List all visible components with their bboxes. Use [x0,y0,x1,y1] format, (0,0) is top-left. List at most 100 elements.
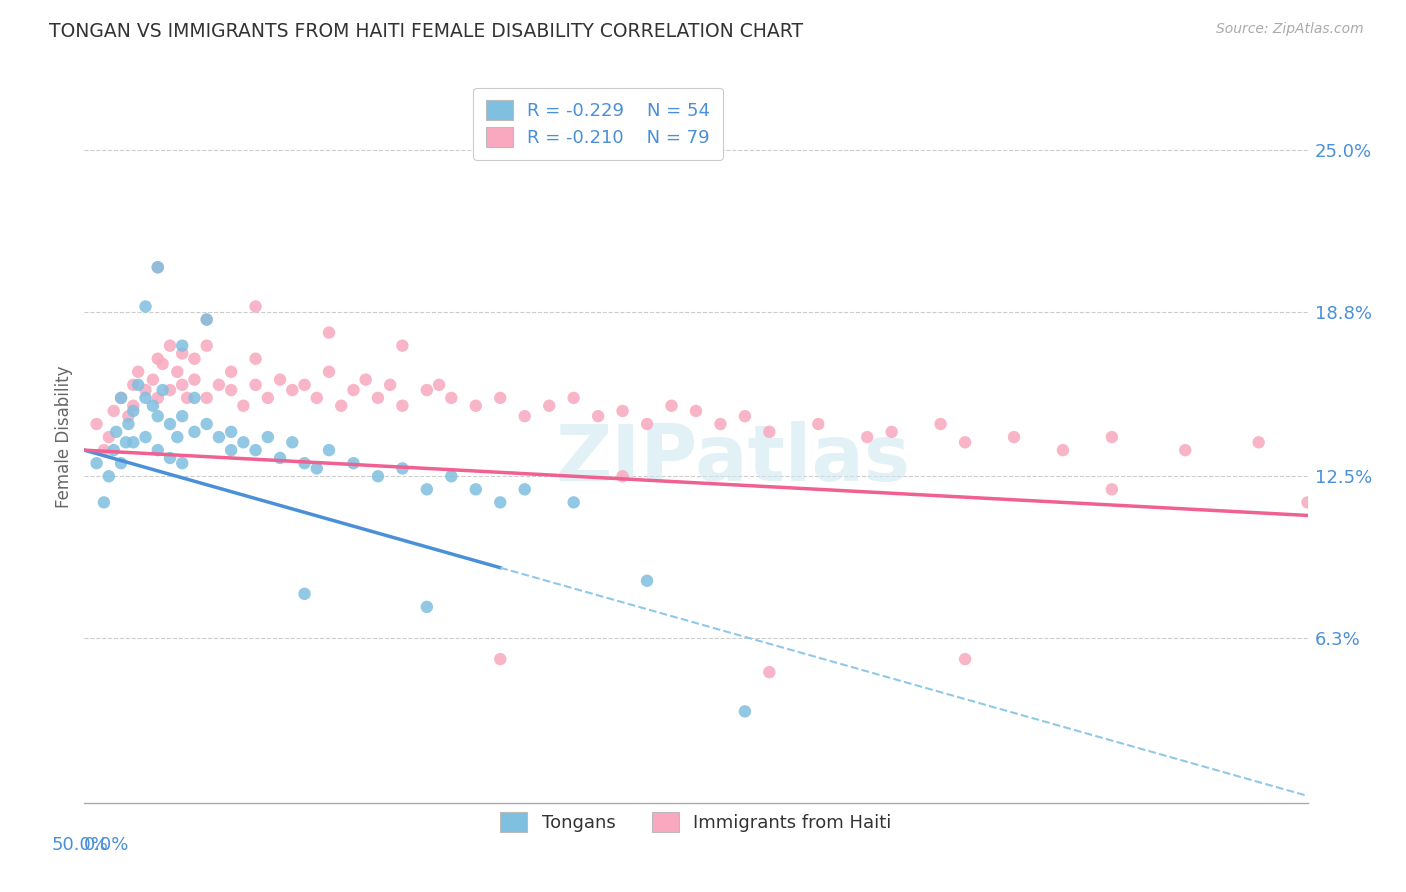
Point [103,404,125,418]
Point [183,351,205,366]
Point [122,435,145,450]
Text: 50.0%: 50.0% [52,836,108,854]
Point [269,373,291,387]
Point [953,652,976,666]
Text: 0.0%: 0.0% [84,836,129,854]
Point [1174,443,1197,458]
Point [318,365,340,379]
Point [661,399,683,413]
Point [219,383,242,397]
Point [380,377,402,392]
Point [734,705,756,719]
Point [305,461,328,475]
Point [489,495,512,509]
Point [489,652,512,666]
Point [294,456,316,470]
Point [685,404,707,418]
Point [97,469,120,483]
Point [195,417,218,431]
Point [195,312,218,326]
Point [586,409,609,424]
Point [734,409,756,424]
Point [562,391,585,405]
Point [219,365,242,379]
Point [562,495,585,509]
Point [464,483,486,497]
Point [636,574,658,588]
Point [281,383,304,397]
Point [538,399,561,413]
Legend: Tongans, Immigrants from Haiti: Tongans, Immigrants from Haiti [488,800,904,845]
Point [146,409,169,424]
Point [953,435,976,450]
Point [166,365,188,379]
Text: Source: ZipAtlas.com: Source: ZipAtlas.com [1216,22,1364,37]
Y-axis label: Female Disability: Female Disability [55,366,73,508]
Point [97,430,120,444]
Point [612,469,634,483]
Point [159,417,181,431]
Point [342,456,364,470]
Point [135,430,157,444]
Point [354,373,377,387]
Point [245,443,267,458]
Point [807,417,830,431]
Point [152,383,174,397]
Point [294,377,316,392]
Point [1101,430,1123,444]
Point [208,430,231,444]
Point [146,391,169,405]
Point [93,495,115,509]
Point [142,373,165,387]
Point [257,430,280,444]
Point [709,417,731,431]
Text: TONGAN VS IMMIGRANTS FROM HAITI FEMALE DISABILITY CORRELATION CHART: TONGAN VS IMMIGRANTS FROM HAITI FEMALE D… [49,22,803,41]
Point [416,383,439,397]
Point [172,377,194,392]
Point [367,469,389,483]
Point [427,377,450,392]
Text: ZIPatlas: ZIPatlas [555,421,910,497]
Point [135,300,157,314]
Point [122,377,145,392]
Point [172,456,194,470]
Point [856,430,879,444]
Point [117,409,139,424]
Point [172,339,194,353]
Point [391,399,413,413]
Point [636,417,658,431]
Point [758,425,780,439]
Point [146,260,169,275]
Point [391,461,413,475]
Point [110,391,132,405]
Point [318,443,340,458]
Point [127,377,149,392]
Point [281,435,304,450]
Point [146,260,169,275]
Point [183,373,205,387]
Point [245,377,267,392]
Point [513,409,536,424]
Point [195,312,218,326]
Point [391,339,413,353]
Point [86,456,108,470]
Point [245,351,267,366]
Point [513,483,536,497]
Point [440,469,463,483]
Point [146,443,169,458]
Point [159,450,181,465]
Point [146,351,169,366]
Point [416,599,439,614]
Point [1101,483,1123,497]
Point [159,339,181,353]
Point [612,404,634,418]
Point [880,425,903,439]
Point [127,365,149,379]
Point [195,391,218,405]
Point [103,443,125,458]
Point [257,391,280,405]
Point [245,300,267,314]
Point [142,399,165,413]
Point [93,443,115,458]
Point [219,425,242,439]
